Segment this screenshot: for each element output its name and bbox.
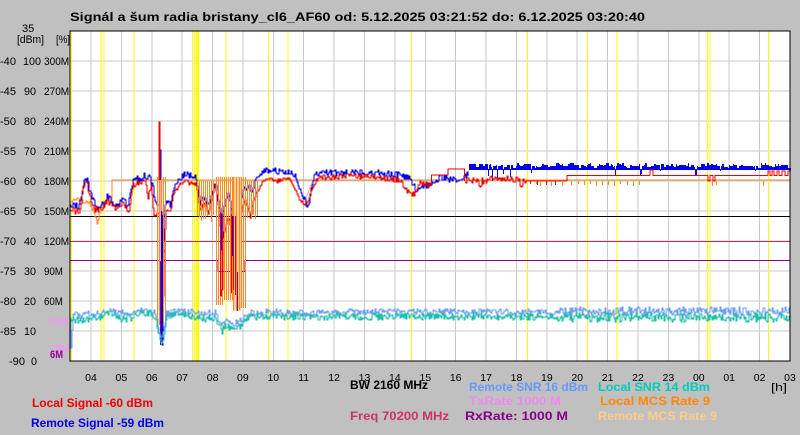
svg-text:20: 20 — [571, 372, 583, 384]
svg-text:13M: 13M — [50, 343, 70, 355]
svg-text:15: 15 — [419, 372, 431, 384]
svg-text:08: 08 — [207, 372, 219, 384]
svg-text:21: 21 — [602, 372, 614, 384]
svg-text:300M: 300M — [44, 56, 69, 68]
svg-text:[%]: [%] — [56, 34, 70, 46]
svg-text:-40: -40 — [0, 56, 16, 68]
svg-text:180M: 180M — [44, 176, 69, 188]
svg-text:01: 01 — [723, 372, 735, 384]
svg-text:6M: 6M — [50, 349, 63, 361]
svg-text:Remote MCS Rate 9: Remote MCS Rate 9 — [598, 409, 717, 423]
svg-text:240M: 240M — [44, 116, 69, 128]
svg-text:Signál a šum radia bristany_cl: Signál a šum radia bristany_cl6_AF60 od:… — [70, 10, 645, 24]
svg-text:11: 11 — [298, 372, 309, 384]
svg-text:100: 100 — [23, 56, 41, 68]
svg-text:-50: -50 — [0, 116, 16, 128]
svg-text:60: 60 — [24, 176, 36, 188]
svg-text:120M: 120M — [44, 236, 69, 248]
svg-text:-75: -75 — [0, 266, 16, 278]
svg-text:-55: -55 — [0, 146, 16, 158]
svg-text:210M: 210M — [44, 146, 69, 158]
svg-text:-45: -45 — [0, 86, 16, 98]
svg-text:40: 40 — [24, 236, 36, 248]
svg-text:30: 30 — [24, 266, 36, 278]
svg-text:03: 03 — [784, 372, 796, 384]
svg-text:TxRate 1000 M: TxRate 1000 M — [469, 394, 561, 408]
svg-text:17: 17 — [480, 372, 492, 384]
svg-text:16: 16 — [450, 372, 462, 384]
svg-text:60M: 60M — [44, 296, 63, 308]
svg-text:35: 35 — [22, 23, 34, 35]
svg-text:[h]: [h] — [771, 382, 787, 394]
svg-text:-80: -80 — [0, 296, 16, 308]
svg-text:09: 09 — [237, 372, 249, 384]
svg-text:90: 90 — [24, 86, 36, 98]
svg-text:13: 13 — [359, 372, 371, 384]
svg-text:270M: 270M — [44, 86, 69, 98]
svg-text:04: 04 — [85, 372, 97, 384]
svg-text:0: 0 — [31, 356, 37, 368]
svg-text:Local SNR 14 dBm: Local SNR 14 dBm — [598, 380, 710, 394]
svg-text:-85: -85 — [0, 326, 16, 338]
svg-text:RxRate: 1000 M: RxRate: 1000 M — [465, 409, 568, 423]
svg-text:18: 18 — [511, 372, 523, 384]
svg-text:22: 22 — [632, 372, 644, 384]
svg-text:14: 14 — [389, 372, 401, 384]
svg-text:-65: -65 — [0, 206, 16, 218]
svg-text:Local Signal -60 dBm: Local Signal -60 dBm — [32, 396, 153, 410]
svg-text:02: 02 — [754, 372, 766, 384]
svg-text:90M: 90M — [44, 266, 63, 278]
svg-text:07: 07 — [176, 372, 188, 384]
svg-text:Remote SNR 16 dBm: Remote SNR 16 dBm — [469, 380, 588, 394]
svg-text:BW 2160 MHz: BW 2160 MHz — [350, 380, 428, 392]
svg-text:-90: -90 — [9, 356, 25, 368]
svg-text:06: 06 — [146, 372, 158, 384]
svg-text:Local MCS Rate 9: Local MCS Rate 9 — [600, 394, 710, 408]
svg-text:05: 05 — [116, 372, 128, 384]
svg-text:50: 50 — [24, 206, 36, 218]
svg-text:Freq 70200 MHz: Freq 70200 MHz — [350, 409, 449, 423]
svg-text:150M: 150M — [44, 206, 69, 218]
svg-text:Remote Signal -59 dBm: Remote Signal -59 dBm — [31, 416, 164, 430]
svg-text:[dBm]: [dBm] — [17, 34, 44, 46]
svg-text:19: 19 — [541, 372, 553, 384]
svg-text:70: 70 — [24, 146, 36, 158]
svg-text:-60: -60 — [0, 176, 16, 188]
svg-text:39M: 39M — [48, 316, 68, 328]
svg-text:00: 00 — [693, 372, 705, 384]
svg-text:-70: -70 — [0, 236, 16, 248]
svg-text:10: 10 — [267, 372, 279, 384]
svg-text:80: 80 — [24, 116, 36, 128]
svg-text:10: 10 — [24, 326, 36, 338]
svg-text:20: 20 — [24, 296, 36, 308]
svg-text:12: 12 — [328, 372, 340, 384]
svg-text:23: 23 — [663, 372, 675, 384]
